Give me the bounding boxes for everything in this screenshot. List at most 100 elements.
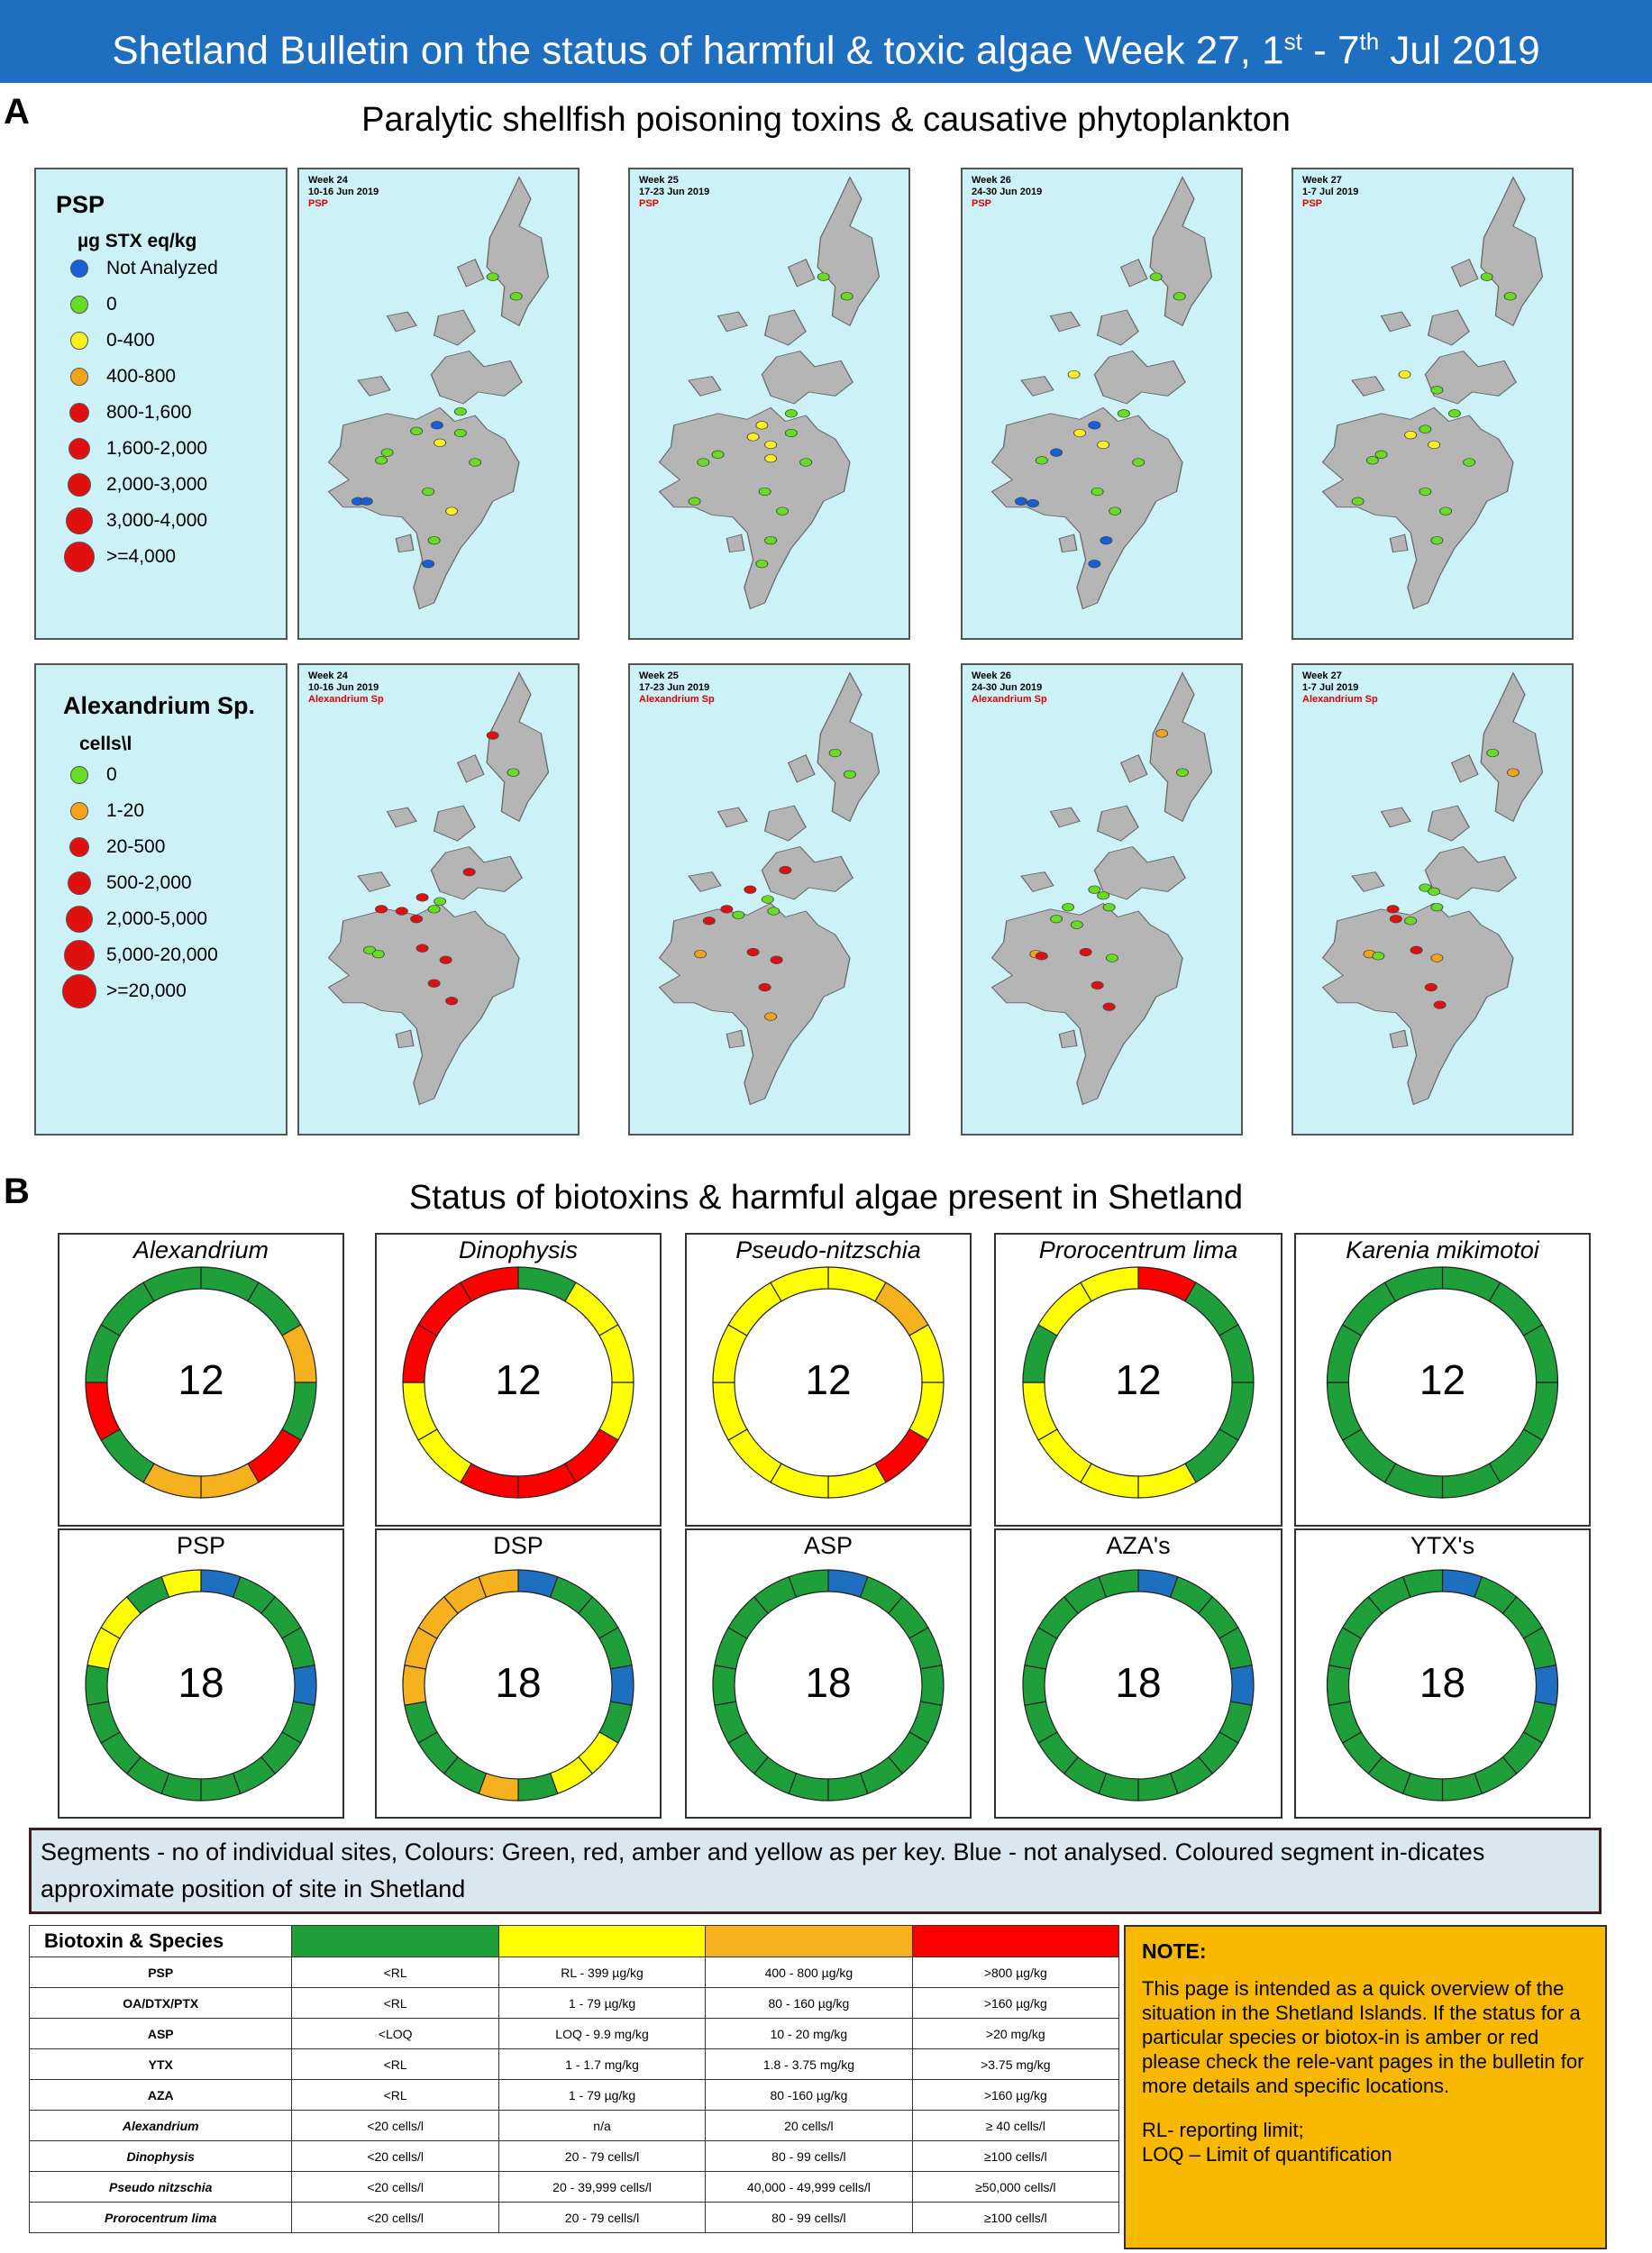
banner-sup-2: th	[1359, 28, 1380, 55]
alexandrium-legend: Alexandrium Sp. cells\l 0 1-20 20-500 500-2…	[34, 663, 288, 1136]
site-marker	[1067, 369, 1081, 379]
donut-segment	[1383, 1266, 1444, 1302]
donut-segment	[1184, 1428, 1239, 1483]
donut-segment	[1401, 1569, 1444, 1599]
site-marker	[840, 292, 853, 301]
legend-dot	[69, 403, 89, 423]
donut-segment	[142, 1266, 202, 1302]
key-cell: LOQ - 9.9 mg/kg	[497, 2018, 707, 2049]
status-donut-card: Karenia mikimotoi 12	[1294, 1233, 1591, 1527]
key-cell: 20 - 79 cells/l	[497, 2140, 707, 2172]
legend-row: 1-20	[61, 795, 144, 827]
status-donut-chart	[85, 1266, 317, 1499]
shetland-map-graphic	[658, 176, 881, 610]
site-marker	[1091, 981, 1104, 990]
site-marker	[764, 1012, 778, 1021]
panel-b-title: Status of biotoxins & harmful algae pres…	[408, 1179, 1244, 1217]
psp-legend-unit: µg STX eq/kg	[78, 231, 197, 251]
donut-title: Karenia mikimotoi	[1346, 1236, 1539, 1263]
legend-dot	[64, 542, 95, 572]
key-cell: <20 cells/l	[291, 2140, 499, 2172]
donut-title: YTX's	[1410, 1532, 1475, 1559]
key-table-row: YTX <RL 1 - 1.7 mg/kg 1.8 - 3.75 mg/kg >3.75…	[28, 2048, 1120, 2080]
shetland-islands-shape	[658, 176, 881, 610]
donut-segment	[1037, 1282, 1092, 1336]
shetland-islands-shape	[658, 671, 881, 1106]
status-donut-chart	[712, 1569, 945, 1801]
shetland-islands-shape	[990, 671, 1213, 1106]
site-marker	[1102, 903, 1116, 912]
site-marker	[764, 536, 778, 545]
key-cell: ≥ 40 cells/l	[911, 2110, 1120, 2141]
donut-segment	[100, 1282, 155, 1336]
key-cell: <LOQ	[291, 2018, 499, 2049]
site-marker	[1088, 560, 1101, 569]
status-donut-card: YTX's 18	[1294, 1528, 1591, 1819]
site-marker	[1428, 887, 1441, 896]
donut-segment	[247, 1428, 302, 1483]
key-table-header: Biotoxin & Species	[28, 1925, 293, 1957]
map-label: Week 26 24-30 Jun 2019 PSP	[972, 175, 1042, 210]
site-marker	[1404, 917, 1418, 926]
legend-dot	[68, 871, 91, 895]
key-table-row: ASP <LOQ LOQ - 9.9 mg/kg 10 - 20 mg/kg >20 m…	[28, 2018, 1120, 2049]
site-marker	[395, 907, 408, 916]
legend-label: >=20,000	[106, 981, 187, 1001]
key-row-name: ASP	[28, 2018, 293, 2049]
map-tag: Alexandrium Sp	[308, 694, 384, 705]
key-cell: >3.75 mg/kg	[911, 2048, 1120, 2080]
legend-dot	[70, 766, 88, 784]
site-marker	[776, 506, 789, 515]
status-donut-card: Pseudo-nitzschia 12	[685, 1233, 972, 1527]
site-marker	[1419, 424, 1432, 433]
donut-segment	[200, 1266, 260, 1302]
site-marker	[1088, 885, 1101, 894]
site-marker	[746, 433, 760, 442]
site-marker	[1079, 947, 1092, 957]
donut-segment	[247, 1282, 302, 1336]
map-label: Week 26 24-30 Jun 2019 Alexandrium Sp	[972, 670, 1047, 706]
legend-row: 5,000-20,000	[61, 939, 218, 971]
site-marker	[427, 905, 441, 914]
site-marker	[1102, 1002, 1116, 1011]
site-marker	[410, 915, 424, 924]
map-week: Week 26	[972, 670, 1011, 681]
key-color-red	[911, 1925, 1120, 1957]
legend-label: 1-20	[106, 800, 145, 821]
donut-segment	[1037, 1428, 1092, 1483]
site-marker	[1389, 915, 1402, 924]
key-table-row: PSP <RL RL - 399 µg/kg 400 - 800 µg/kg >800 …	[28, 1957, 1120, 1988]
key-table-row: OA/DTX/PTX <RL 1 - 79 µg/kg 80 - 160 µg/kg >…	[28, 1987, 1120, 2019]
map-tag: Alexandrium Sp	[639, 694, 715, 705]
legend-label: Not Analyzed	[106, 258, 218, 278]
key-cell: <20 cells/l	[291, 2110, 499, 2141]
status-donut-chart	[402, 1569, 634, 1801]
panel_a.alex_maps-map: Week 27 1-7 Jul 2019 Alexandrium Sp	[1291, 663, 1574, 1136]
legend-label: 5,000-20,000	[106, 944, 218, 965]
key-cell: 1.8 - 3.75 mg/kg	[705, 2048, 913, 2080]
donut-segment	[160, 1569, 202, 1599]
panel_a.alex_maps-map: Week 24 10-16 Jun 2019 Alexandrium Sp	[297, 663, 580, 1136]
donut-title: ASP	[803, 1532, 853, 1559]
panel-b-letter: B	[4, 1172, 30, 1211]
shetland-islands-shape	[1321, 176, 1544, 610]
shetland-islands-shape	[990, 176, 1213, 610]
legend-row: 0-400	[61, 324, 155, 357]
site-marker	[363, 945, 377, 954]
key-cell: <RL	[291, 1987, 499, 2019]
donut-segment	[1383, 1463, 1444, 1499]
donut-title: DSP	[493, 1532, 543, 1559]
legend-row: 20-500	[61, 831, 165, 863]
segment-note: Segments - no of individual sites, Colou…	[29, 1828, 1602, 1914]
site-marker	[1088, 421, 1101, 430]
site-marker	[1035, 952, 1048, 961]
legend-label: 0	[106, 294, 117, 315]
donut-segment	[770, 1463, 829, 1499]
legend-row: 2,000-3,000	[61, 469, 207, 501]
banner-title-start: Shetland Bulletin on the status of harmf…	[112, 28, 1284, 73]
legend-label: 500-2,000	[106, 872, 192, 893]
site-marker	[764, 440, 778, 450]
site-marker	[1424, 982, 1438, 992]
site-marker	[1050, 448, 1063, 457]
site-marker	[697, 458, 710, 467]
